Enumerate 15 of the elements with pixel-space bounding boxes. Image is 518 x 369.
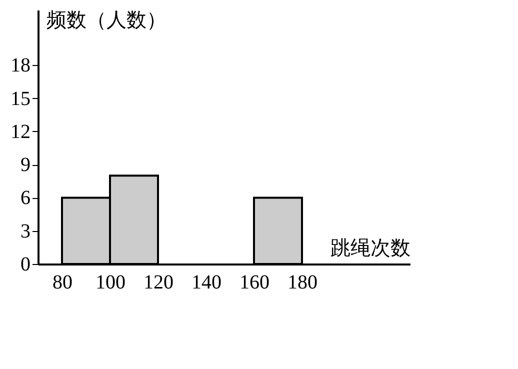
x-axis-title: 跳绳次数 <box>330 238 410 260</box>
y-tick-label: 15 <box>10 88 30 110</box>
x-tick-label: 100 <box>96 272 126 294</box>
x-tick-label: 80 <box>52 272 72 294</box>
y-tick-label: 3 <box>20 220 30 242</box>
y-tick-label: 6 <box>20 187 30 210</box>
x-tick-label: 120 <box>144 272 174 294</box>
x-tick-label: 140 <box>192 272 222 294</box>
y-tick-label: 12 <box>10 120 30 143</box>
y-tick-label: 9 <box>20 154 30 176</box>
y-axis-title: 频数（人数） <box>46 10 166 32</box>
y-tick-label: 0 <box>20 254 30 276</box>
x-tick-label: 180 <box>288 272 318 294</box>
x-tick-label: 160 <box>240 272 270 294</box>
y-tick-label: 18 <box>10 54 30 77</box>
